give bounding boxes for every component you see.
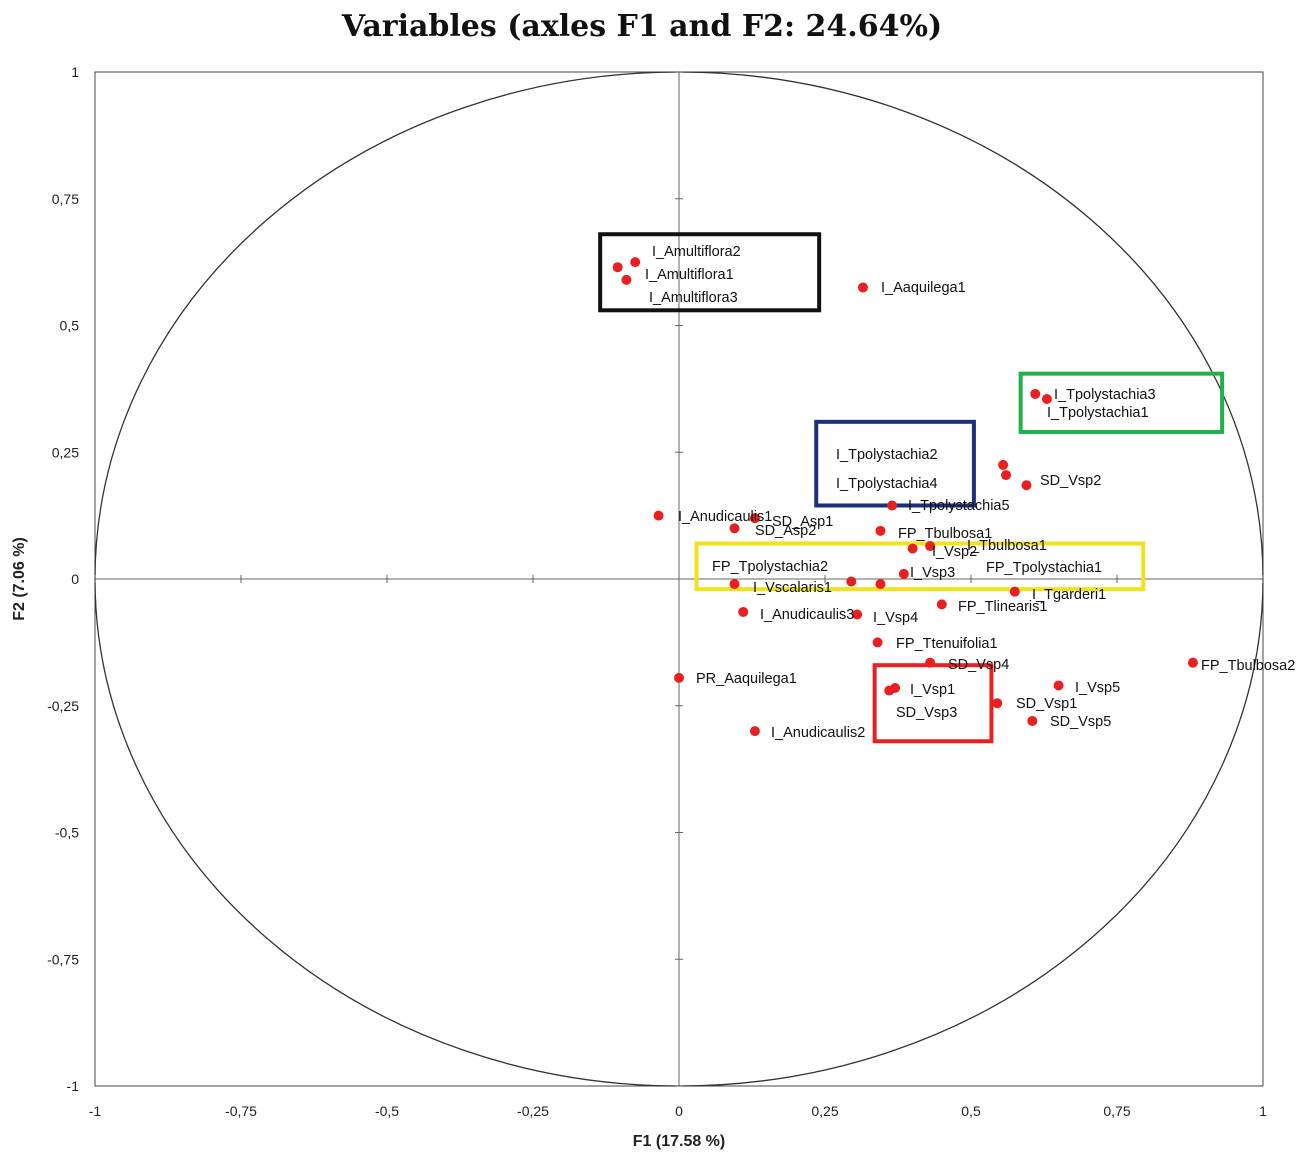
point-label: SD_Asp2 (755, 523, 816, 539)
y-tick-label: 0 (71, 571, 79, 587)
x-tick-label: -0,25 (517, 1103, 549, 1119)
point-label: I_Tpolystachia4 (836, 476, 938, 492)
y-tick-label: 0,5 (60, 318, 80, 334)
data-point (875, 579, 886, 590)
data-point (1187, 657, 1198, 668)
point-label: SD_Vsp5 (1050, 714, 1111, 730)
data-point (749, 726, 760, 737)
data-point (729, 579, 740, 590)
y-tick-label: 0,75 (52, 191, 79, 207)
data-point (898, 568, 909, 579)
point-label: I_Anudicaulis3 (760, 607, 854, 623)
point-label: SD_Vsp4 (948, 657, 1009, 673)
point-label: I_Tpolystachia3 (1054, 387, 1156, 403)
point-labels: I_Amultiflora2 I_Amultiflora1 I_Amultiflor… (645, 244, 1295, 741)
point-label: I_Anudicaulis1 (678, 509, 772, 525)
point-label: I_Tbulbosa1 (967, 538, 1047, 554)
data-point (621, 274, 632, 285)
y-tick-label: -0,5 (55, 825, 79, 841)
point-label: I_Aaquilega1 (881, 280, 966, 296)
data-point (925, 657, 936, 668)
point-label: I_Vscalaris1 (753, 580, 832, 596)
point-label: I_Vsp4 (873, 610, 918, 626)
y-tick-label: -1 (67, 1078, 80, 1094)
y-tick-label: 0,25 (52, 444, 79, 460)
data-point (1053, 680, 1064, 691)
point-label: FP_Tpolystachia1 (986, 560, 1102, 576)
y-tick-label: 1 (71, 64, 79, 80)
point-label: FP_Tpolystachia2 (712, 559, 828, 575)
point-label: SD_Vsp2 (1040, 473, 1101, 489)
point-label: SD_Asp1 (772, 514, 833, 530)
x-tick-label: 0,25 (811, 1103, 838, 1119)
point-label: FP_Tlinearis1 (958, 599, 1047, 615)
y-axis-label: F2 (7.06 %) (11, 537, 28, 621)
data-point (887, 500, 898, 511)
group-box (1018, 371, 1225, 434)
point-label: SD_Vsp1 (1016, 696, 1077, 712)
data-point (852, 609, 863, 620)
data-point (1021, 480, 1032, 491)
data-point (674, 672, 684, 683)
data-point (998, 459, 1009, 470)
group-box (872, 663, 994, 744)
x-tick-label: 0,5 (961, 1103, 981, 1119)
group-box (598, 232, 822, 313)
point-label: I_Tpolystachia2 (836, 447, 938, 463)
point-label: I_Tpolystachia1 (1047, 405, 1149, 421)
point-label: I_Vsp2 (932, 544, 977, 560)
data-point (1030, 388, 1041, 399)
data-point (992, 698, 1003, 709)
point-label: I_Vsp3 (910, 565, 955, 581)
x-tick-label: -1 (89, 1103, 102, 1119)
point-label: I_Amultiflora3 (649, 290, 738, 306)
ticks-layer: -1 -1 -0,75 -0,75 -0,5 -0,5 -0,25 -0,25 0 0 0,25 0,… (47, 64, 1267, 1119)
point-label: I_Amultiflora1 (645, 267, 734, 283)
x-tick-label: 0 (675, 1103, 683, 1119)
point-label: I_Amultiflora2 (652, 244, 741, 260)
data-point (729, 523, 740, 534)
x-axis-label: F1 (17.58 %) (633, 1133, 725, 1150)
data-point (875, 525, 886, 536)
data-point (653, 510, 664, 521)
y-tick-label: -0,75 (47, 951, 79, 967)
data-point (872, 637, 883, 648)
data-point (749, 513, 760, 524)
data-point (738, 606, 749, 617)
point-label: PR_Aaquilega1 (696, 671, 797, 687)
data-point (936, 599, 947, 610)
data-point (907, 543, 918, 554)
data-point (612, 262, 623, 273)
data-point (884, 685, 895, 696)
point-label: FP_Tbulbosa2 (1201, 658, 1295, 674)
point-label: FP_Tbulbosa1 (898, 526, 992, 542)
points-layer (612, 257, 1198, 737)
point-label: I_Tpolystachia5 (908, 498, 1010, 514)
point-label: I_Anudicaulis2 (771, 725, 865, 741)
point-label: I_Vsp5 (1075, 680, 1120, 696)
data-point (857, 282, 868, 293)
point-label: I_Tgarderi1 (1032, 587, 1106, 603)
group-box (694, 541, 1146, 592)
point-label: I_Vsp1 (910, 682, 955, 698)
point-label: SD_Vsp3 (896, 705, 957, 721)
data-point (846, 576, 857, 587)
x-tick-label: -0,75 (225, 1103, 257, 1119)
data-point (630, 257, 641, 268)
data-point (1001, 470, 1012, 481)
data-point (925, 541, 936, 552)
data-point (1041, 394, 1052, 405)
x-tick-label: 0,75 (1103, 1103, 1130, 1119)
data-point (1027, 715, 1038, 726)
point-label: FP_Ttenuifolia1 (896, 636, 998, 652)
y-tick-label: -0,25 (47, 698, 79, 714)
group-box (814, 419, 976, 508)
chart-title: Variables (axles F1 and F2: 24.64%) (341, 9, 942, 44)
x-tick-label: 1 (1259, 1103, 1267, 1119)
x-tick-label: -0,5 (375, 1103, 399, 1119)
data-point (1009, 586, 1020, 597)
